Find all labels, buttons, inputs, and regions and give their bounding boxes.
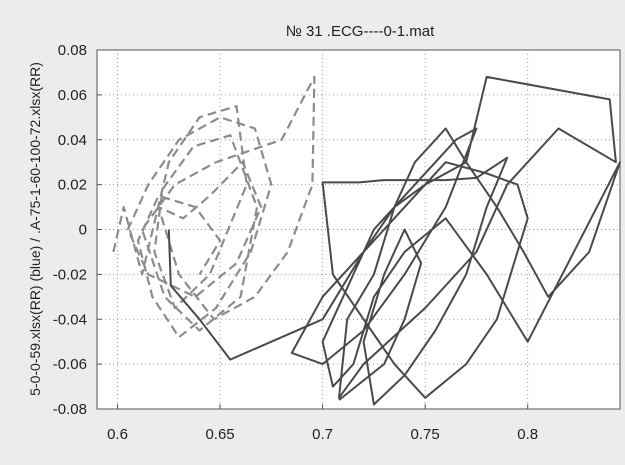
y-axis-label: 5-0-0-59.xlsx(RR) (blue) / .A-75-1-60-10… — [27, 62, 43, 396]
axis-ticks: 0.6 0.65 0.7 0.75 0.8 0.08 0.06 0.04 0.02 0 -0.02 -… — [53, 42, 538, 443]
x-tick-label: 0.7 — [312, 426, 333, 443]
x-tick-label: 0.65 — [205, 426, 234, 443]
series-1-line — [112, 75, 316, 339]
y-tick-label: 0.04 — [58, 132, 87, 149]
x-tick-label: 0.75 — [411, 426, 440, 443]
y-tick-label: 0.02 — [58, 177, 87, 194]
y-tick-label: 0 — [79, 222, 87, 239]
y-tick-label: -0.08 — [53, 401, 87, 418]
y-tick-label: 0.08 — [58, 42, 87, 59]
chart-title: № 31 .ECG----0-1.mat — [286, 23, 435, 40]
y-tick-label: -0.04 — [53, 311, 87, 328]
y-tick-label: -0.06 — [53, 356, 87, 373]
x-tick-label: 0.8 — [517, 426, 538, 443]
y-tick-label: 0.06 — [58, 87, 87, 104]
series-2-line — [167, 75, 621, 406]
x-tick-label: 0.6 — [107, 426, 128, 443]
y-tick-label: -0.02 — [53, 266, 87, 283]
series-layer — [112, 75, 621, 406]
